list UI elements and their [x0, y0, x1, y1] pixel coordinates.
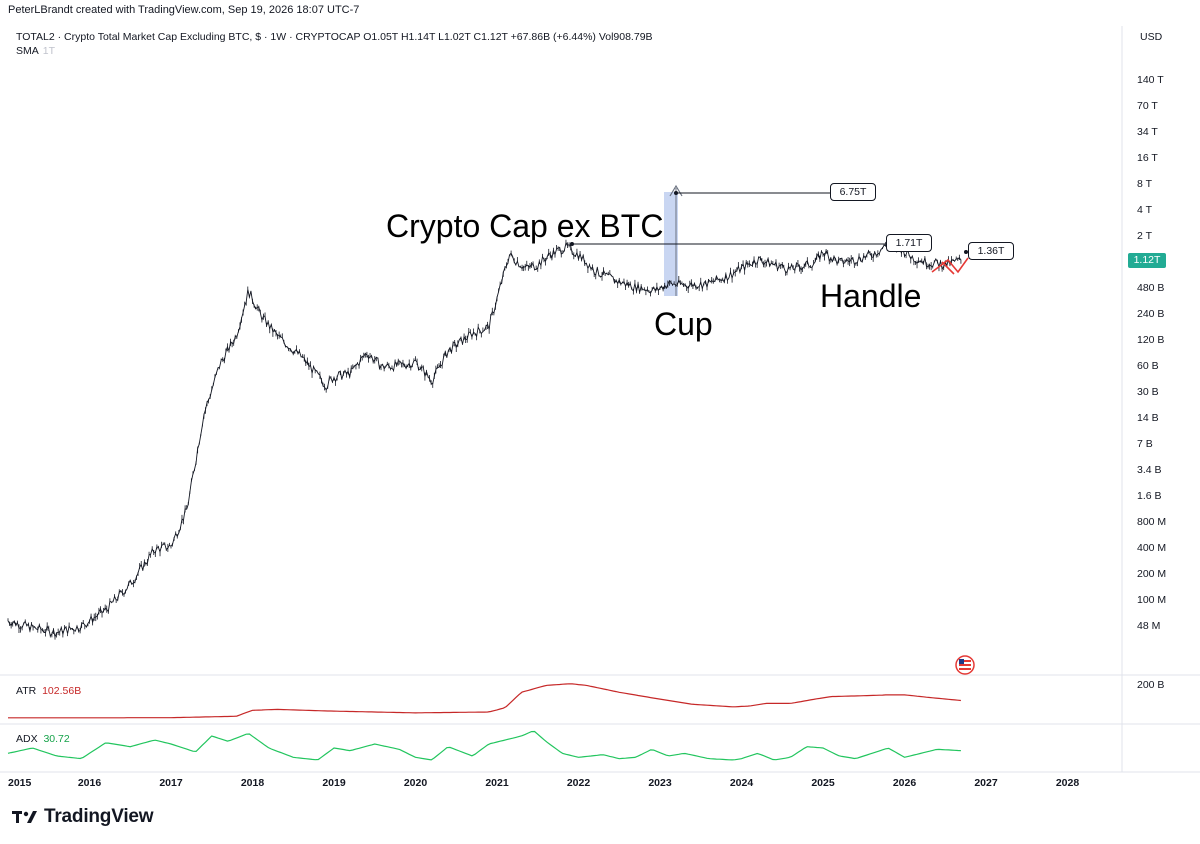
price-tick-label: 60 B — [1137, 360, 1159, 372]
atr-tick-label: 200 B — [1137, 679, 1164, 691]
price-tick-label: 48 M — [1137, 620, 1160, 632]
price-tick-label: 3.4 B — [1137, 464, 1162, 476]
price-tick-label: 400 M — [1137, 542, 1166, 554]
adx-label: ADX — [16, 733, 38, 745]
adx-value: 30.72 — [43, 733, 70, 745]
price-tick-label: 100 M — [1137, 594, 1166, 606]
target-callout[interactable]: 6.75T — [830, 183, 876, 201]
time-tick-label: 2019 — [322, 777, 346, 789]
time-tick-label: 2025 — [811, 777, 835, 789]
currency-label[interactable]: USD — [1140, 31, 1163, 43]
time-tick-label: 2021 — [485, 777, 509, 789]
high-callout[interactable]: 1.71T — [886, 234, 932, 252]
target-dot — [674, 191, 678, 195]
tradingview-logo[interactable]: TradingView — [12, 806, 154, 828]
handle-annotation: Handle — [820, 278, 922, 314]
cup-annotation: Cup — [654, 306, 713, 342]
time-tick-label: 2018 — [241, 777, 265, 789]
time-tick-label: 2023 — [648, 777, 672, 789]
atr-legend[interactable]: ATR 102.56B — [16, 685, 81, 697]
tradingview-logo-text: TradingView — [44, 806, 154, 827]
time-axis[interactable]: 2015 2016 2017 2018 2019 2020 2021 2022 2023 2024… — [8, 777, 1079, 789]
sma-value: 1T — [42, 45, 56, 57]
sma-legend[interactable]: SMA 1T — [16, 45, 55, 57]
price-tick-label: 140 T — [1137, 74, 1164, 86]
economic-event-flag-icon[interactable] — [955, 655, 975, 675]
price-tick-label: 34 T — [1137, 126, 1158, 138]
time-tick-label: 2024 — [730, 777, 754, 789]
current-price-tag: 1.12T — [1128, 253, 1166, 268]
time-tick-label: 2016 — [78, 777, 102, 789]
time-tick-label: 2028 — [1056, 777, 1080, 789]
breakout-dot — [964, 250, 968, 254]
attribution: PeterLBrandt created with TradingView.co… — [8, 4, 360, 16]
price-tick-label: 200 M — [1137, 568, 1166, 580]
price-tick-label: 70 T — [1137, 100, 1158, 112]
atr-value: 102.56B — [42, 685, 82, 697]
price-tick-label: 120 B — [1137, 334, 1164, 346]
time-tick-label: 2026 — [893, 777, 917, 789]
title-annotation: Crypto Cap ex BTC — [386, 208, 664, 244]
sma-label: SMA — [16, 45, 39, 57]
atr-line — [8, 683, 961, 719]
price-tick-label: 800 M — [1137, 516, 1166, 528]
price-tick-label: 480 B — [1137, 282, 1164, 294]
time-tick-label: 2015 — [8, 777, 32, 789]
price-tick-label: 7 B — [1137, 438, 1153, 450]
price-tick-label: 16 T — [1137, 152, 1158, 164]
price-tick-label: 240 B — [1137, 308, 1164, 320]
price-tick-label: 4 T — [1137, 204, 1153, 216]
price-tick-label: 30 B — [1137, 386, 1159, 398]
time-tick-label: 2020 — [404, 777, 428, 789]
price-series — [7, 239, 962, 640]
tradingview-logo-icon — [12, 811, 37, 823]
adx-line — [7, 730, 961, 761]
symbol-legend[interactable]: TOTAL2 · Crypto Total Market Cap Excludi… — [16, 31, 653, 43]
handle-cross-mark — [931, 257, 969, 275]
price-tick-label: 14 B — [1137, 412, 1159, 424]
breakout-callout[interactable]: 1.36T — [968, 242, 1014, 260]
atr-label: ATR — [16, 685, 37, 697]
time-tick-label: 2022 — [567, 777, 591, 789]
price-tick-label: 1.6 B — [1137, 490, 1162, 502]
price-tick-label: 8 T — [1137, 178, 1153, 190]
time-tick-label: 2027 — [974, 777, 998, 789]
price-line — [7, 241, 962, 639]
price-axis[interactable]: 140 T70 T34 T16 T8 T4 T2 T960 B480 B240 … — [1137, 74, 1166, 691]
time-tick-label: 2017 — [159, 777, 183, 789]
price-tick-label: 2 T — [1137, 230, 1153, 242]
adx-legend[interactable]: ADX 30.72 — [16, 733, 70, 745]
